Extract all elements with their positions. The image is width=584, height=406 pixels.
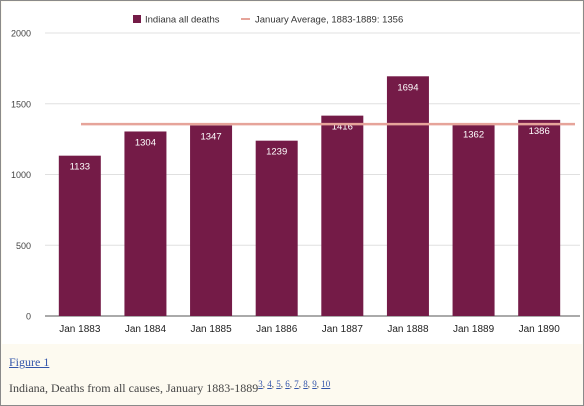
bar-chart: 0 500 1000 1500 2000 1133 Jan 1883 1304 Jan 1884… [11,15,580,335]
data-label: 1133 [70,162,90,173]
reference-link-6[interactable]: 6 [285,379,290,389]
x-tick-label: Jan 1883 [59,324,101,335]
x-tick-label: Jan 1889 [453,324,495,335]
legend-label-deaths: Indiana all deaths [145,15,220,26]
bar [124,131,167,316]
reference-separator: , [289,379,295,389]
figure-caption: Indiana, Deaths from all causes, January… [9,379,330,396]
reference-link-9[interactable]: 9 [312,379,317,389]
reference-link-7[interactable]: 7 [294,379,299,389]
reference-link-5[interactable]: 5 [276,379,281,389]
bar [58,155,101,316]
reference-separator: , [271,379,277,389]
reference-separator: , [262,379,268,389]
reference-link-3[interactable]: 3 [258,379,263,389]
data-label: 1416 [332,122,353,133]
data-label: 1239 [266,147,287,158]
caption-text: Indiana, Deaths from all causes, January… [9,381,259,395]
y-tick-label: 1500 [11,99,31,109]
chart-panel: 0 500 1000 1500 2000 1133 Jan 1883 1304 Jan 1884… [2,2,582,344]
data-label: 1694 [397,82,418,93]
reference-link-10[interactable]: 10 [321,379,331,389]
reference-separator: , [307,379,313,389]
bar [190,125,233,316]
x-tick-label: Jan 1884 [125,324,167,335]
legend-swatch-deaths [133,15,141,23]
legend-label-average: January Average, 1883-1889: 1356 [255,15,403,26]
reference-link-4[interactable]: 4 [267,379,272,389]
bar [518,119,561,316]
x-tick-label: Jan 1890 [519,324,561,335]
reference-separator: , [316,379,322,389]
x-tick-label: Jan 1886 [256,324,298,335]
reference-link-8[interactable]: 8 [303,379,308,389]
data-label: 1347 [200,131,221,142]
data-label: 1362 [463,129,484,140]
bar [321,115,364,316]
y-tick-label: 1000 [11,170,31,180]
data-label: 1386 [529,126,550,137]
bar [255,140,298,316]
reference-separator: , [280,379,286,389]
data-label: 1304 [135,137,156,148]
reference-links: 3, 4, 5, 6, 7, 8, 9, 10 [258,379,331,395]
x-tick-label: Jan 1885 [190,324,232,335]
x-tick-label: Jan 1887 [322,324,364,335]
figure-link[interactable]: Figure 1 [9,355,50,369]
x-tick-label: Jan 1888 [387,324,429,335]
bar [386,76,429,316]
bar [452,123,495,316]
y-tick-label: 500 [16,241,31,251]
reference-separator: , [298,379,304,389]
y-tick-label: 0 [26,312,31,322]
y-tick-label: 2000 [11,29,31,39]
